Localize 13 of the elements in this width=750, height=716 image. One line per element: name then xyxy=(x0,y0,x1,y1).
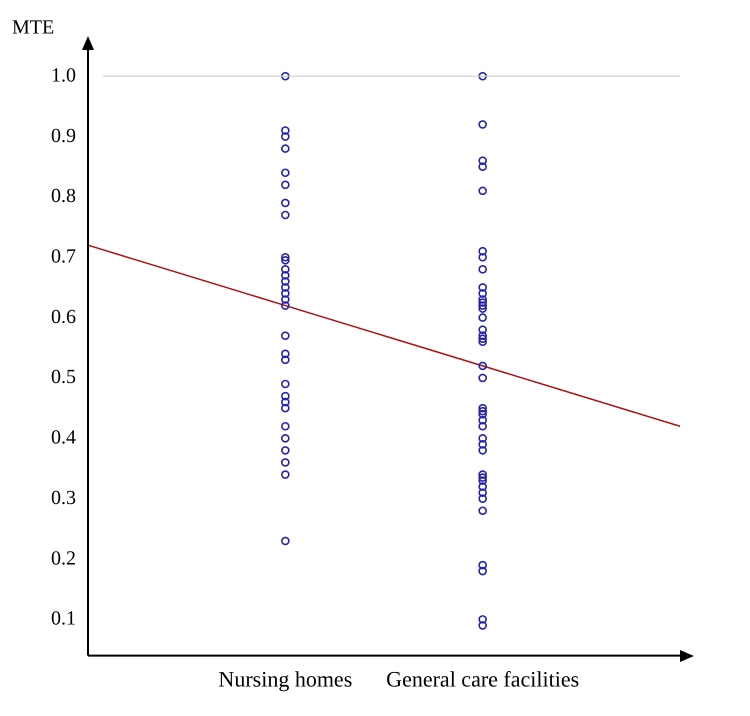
y-tick-label: 0.2 xyxy=(51,547,76,570)
x-tick-label: General care facilities xyxy=(386,666,580,692)
y-axis-title: MTE xyxy=(12,16,54,38)
y-tick-label: 0.4 xyxy=(51,426,76,449)
y-tick-label: 0.7 xyxy=(51,246,76,268)
y-tick-label: 0.9 xyxy=(51,124,76,147)
y-tick-label: 0.5 xyxy=(51,366,76,388)
y-tick-label: 0.6 xyxy=(51,306,76,328)
y-tick-label: 0.1 xyxy=(51,608,76,630)
x-tick-label: Nursing homes xyxy=(218,666,352,692)
y-tick-label: 0.8 xyxy=(51,185,76,208)
y-tick-label: 1.0 xyxy=(51,64,76,86)
y-tick-label: 0.3 xyxy=(51,486,76,509)
